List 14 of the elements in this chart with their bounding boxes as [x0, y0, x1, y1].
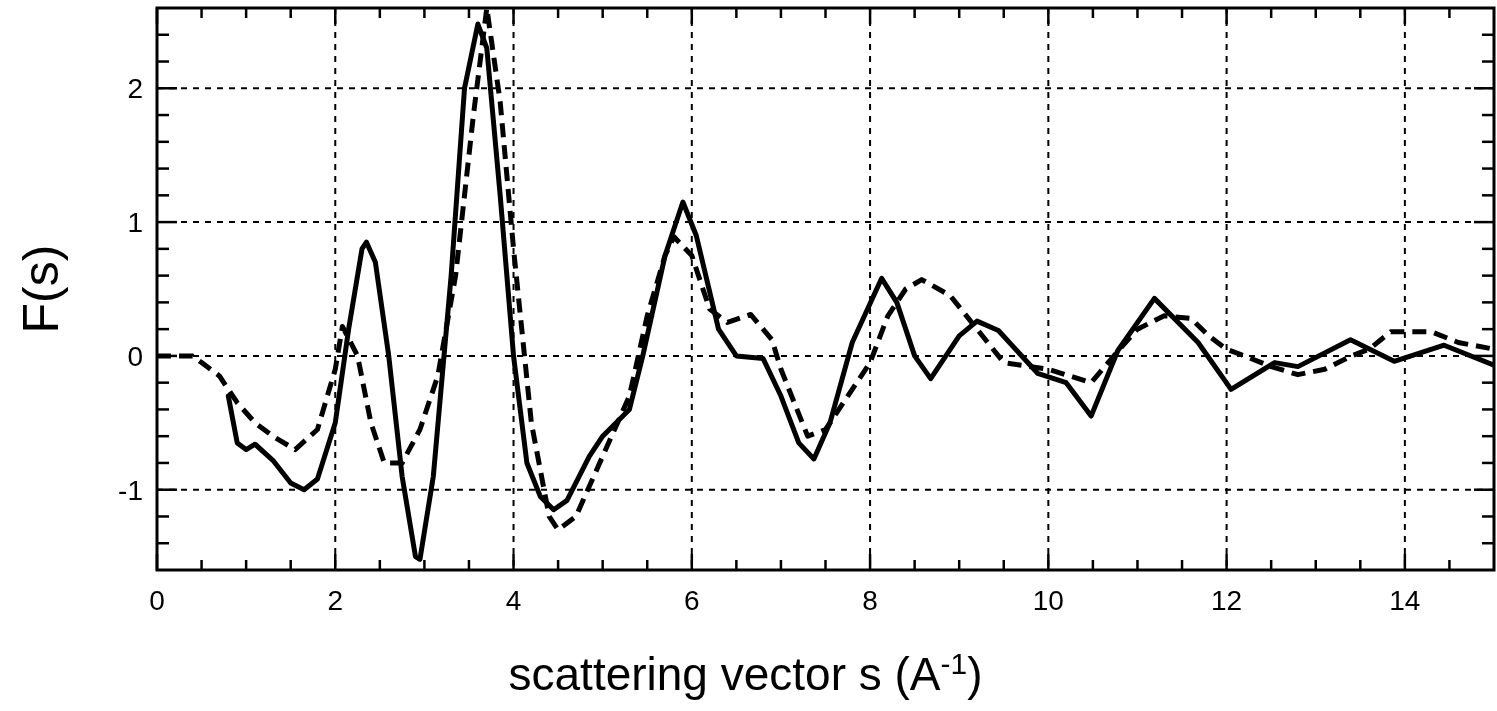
x-tick-label: 6 — [684, 585, 700, 616]
x-axis-title: scattering vector s (A$^{-1}$) — [508, 646, 983, 700]
y-axis-title: F(s) — [13, 244, 69, 334]
x-tick-label: 10 — [1032, 585, 1064, 616]
x-tick-label: 8 — [862, 585, 878, 616]
y-tick-label: 0 — [127, 340, 143, 372]
x-tick-label: 14 — [1389, 585, 1421, 616]
x-tick-label: 12 — [1211, 585, 1243, 616]
y-tick-label: -1 — [118, 474, 143, 506]
x-tick-label: 2 — [327, 585, 344, 616]
x-tick-label: 0 — [149, 585, 165, 616]
x-tick-label: 4 — [505, 585, 522, 616]
y-tick-label: 1 — [127, 207, 143, 239]
y-tick-label: 2 — [127, 73, 143, 105]
